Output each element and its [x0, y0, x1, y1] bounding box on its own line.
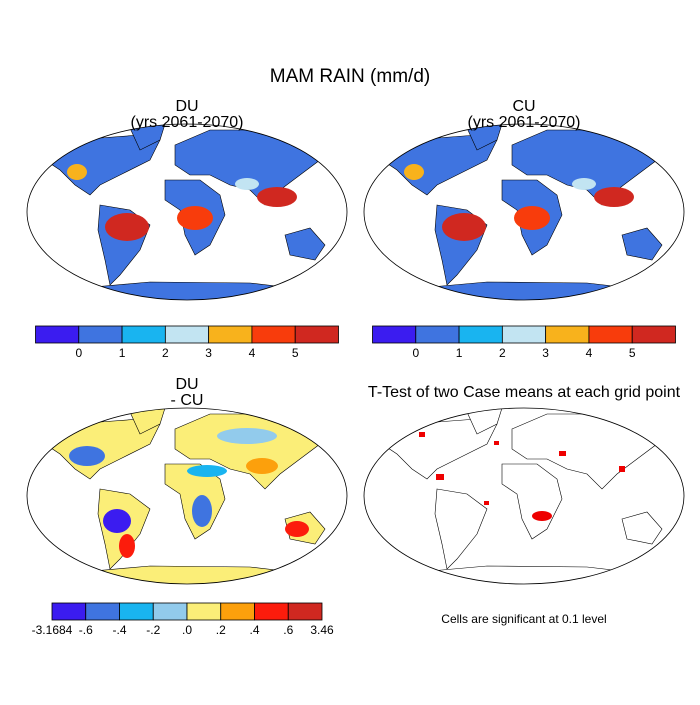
colorbar-label: 3.46	[310, 623, 334, 637]
colorbar-segment	[119, 602, 154, 621]
colorbar-label: -3.1684	[32, 623, 73, 637]
panel-subtitle: (yrs 2061-2070)	[468, 114, 581, 131]
colorbar-label: 5	[629, 346, 636, 360]
colorbar-label: 0	[412, 346, 419, 360]
colorbar-segment	[287, 602, 323, 621]
colorbar-segment	[35, 325, 80, 344]
colorbar-label: 3	[542, 346, 549, 360]
colorbar-label: 2	[499, 346, 506, 360]
colorbar-segment	[588, 325, 633, 344]
colorbar-segment	[415, 325, 460, 344]
colorbar-segment	[164, 325, 210, 344]
colorbar-label: -.6	[79, 623, 93, 637]
colorbar-segment	[372, 325, 417, 344]
panel-title: T-Test of two Case means at each grid po…	[368, 384, 681, 401]
colorbar-segment	[121, 325, 166, 344]
colorbar-segment	[85, 602, 120, 621]
panel-title: DU	[175, 98, 198, 115]
colorbar-segment	[78, 325, 123, 344]
figure-title: MAM RAIN (mm/d)	[270, 66, 430, 87]
colorbar-label: -.4	[112, 623, 126, 637]
footnote: Cells are significant at 0.1 level	[441, 612, 606, 626]
colorbar-segment	[294, 325, 339, 344]
colorbar-segment	[186, 602, 222, 621]
colorbar-label: 4	[249, 346, 256, 360]
panel-title: DU	[175, 376, 198, 393]
map-panel	[26, 407, 348, 585]
colorbar-segment	[458, 325, 503, 344]
colorbar-label: 4	[586, 346, 593, 360]
map-panel	[26, 123, 348, 301]
colorbar-segment	[220, 602, 255, 621]
colorbar-segment	[254, 602, 289, 621]
colorbar-segment	[51, 602, 87, 621]
colorbar-label: 5	[292, 346, 299, 360]
colorbar-label: 1	[456, 346, 463, 360]
colorbar-label: 0	[75, 346, 82, 360]
map-panel	[363, 123, 685, 301]
panel-title: CU	[512, 98, 535, 115]
panel-subtitle: (yrs 2061-2070)	[131, 114, 244, 131]
colorbar-label: -.2	[146, 623, 160, 637]
colorbar-segment	[208, 325, 253, 344]
colorbar-label: .0	[182, 623, 192, 637]
colorbar-segment	[631, 325, 676, 344]
colorbar-segment	[545, 325, 590, 344]
colorbar-segment	[501, 325, 547, 344]
colorbar-label: .2	[216, 623, 226, 637]
colorbar-label: .4	[249, 623, 259, 637]
map-panel	[363, 407, 685, 585]
colorbar-segment	[251, 325, 296, 344]
colorbar-label: 1	[119, 346, 126, 360]
colorbar-label: 3	[205, 346, 212, 360]
colorbar-segment	[152, 602, 188, 621]
colorbar-label: .6	[283, 623, 293, 637]
colorbar-label: 2	[162, 346, 169, 360]
panel-subtitle: - CU	[171, 392, 204, 409]
